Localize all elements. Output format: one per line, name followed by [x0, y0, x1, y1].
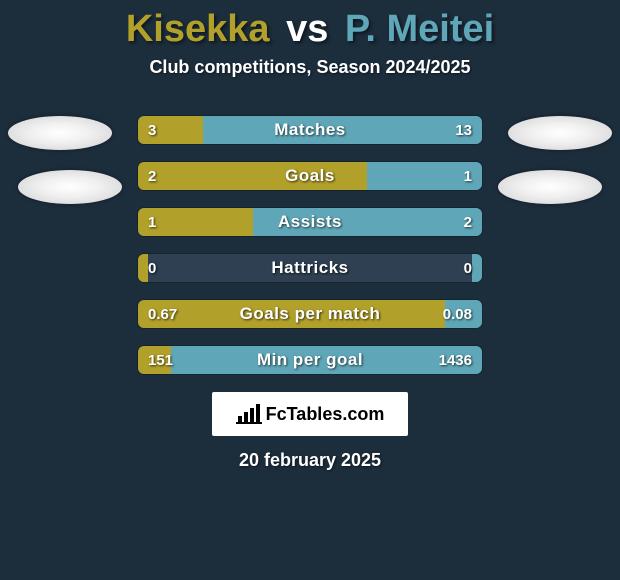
avatar-placeholder-3 [18, 170, 122, 204]
stat-value-left: 0 [138, 254, 166, 282]
stats-content: Matches313Goals21Assists12Hattricks00Goa… [0, 116, 620, 471]
stat-value-right: 13 [445, 116, 482, 144]
stat-value-left: 3 [138, 116, 166, 144]
stat-value-right: 0.08 [433, 300, 482, 328]
stat-label: Goals per match [138, 300, 482, 328]
stat-value-left: 151 [138, 346, 183, 374]
stat-row-hattricks: Hattricks0 0 [138, 254, 482, 282]
chart-bars-icon [236, 404, 262, 424]
stat-value-right: 0 [454, 254, 482, 282]
avatar-placeholder-2 [508, 116, 612, 150]
stat-label: Hattricks [138, 254, 482, 282]
stat-row-min-per-goal: Min per goal1511436 [138, 346, 482, 374]
stat-row-goals: Goals2 1 [138, 162, 482, 190]
stat-value-left: 2 [138, 162, 166, 190]
stat-value-right: 2 [454, 208, 482, 236]
stat-row-assists: Assists1 2 [138, 208, 482, 236]
snapshot-date: 20 february 2025 [0, 450, 620, 471]
stat-value-right: 1 [454, 162, 482, 190]
stat-value-left: 1 [138, 208, 166, 236]
stat-label: Matches [138, 116, 482, 144]
avatar-placeholder-4 [498, 170, 602, 204]
stat-label: Assists [138, 208, 482, 236]
subtitle: Club competitions, Season 2024/2025 [0, 57, 620, 78]
stat-value-left: 0.67 [138, 300, 187, 328]
stat-label: Goals [138, 162, 482, 190]
stat-row-goals-per-match: Goals per match0.67 0.08 [138, 300, 482, 328]
stat-row-matches: Matches3 13 [138, 116, 482, 144]
comparison-title: Kisekka vs P. Meitei [0, 0, 620, 51]
player1-name: Kisekka [126, 8, 270, 50]
branding-box: FcTables.com [212, 392, 408, 436]
avatar-placeholder-1 [8, 116, 112, 150]
stat-value-right: 1436 [429, 346, 482, 374]
branding-text: FcTables.com [266, 404, 385, 425]
player2-name: P. Meitei [345, 8, 494, 50]
vs-text: vs [286, 8, 328, 50]
